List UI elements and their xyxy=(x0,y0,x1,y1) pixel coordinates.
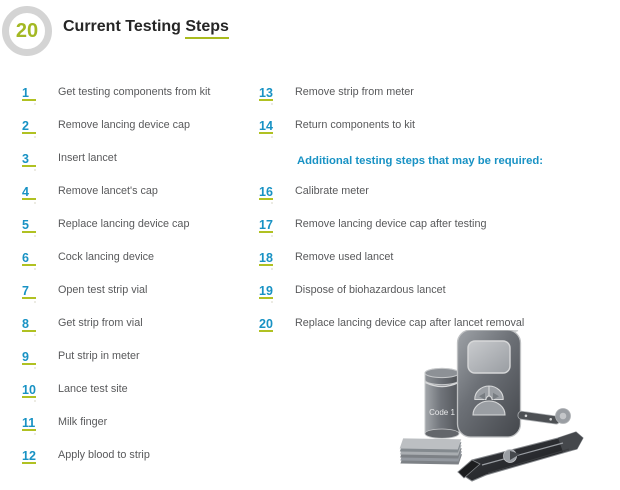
svg-text:Code 1: Code 1 xyxy=(429,408,455,417)
